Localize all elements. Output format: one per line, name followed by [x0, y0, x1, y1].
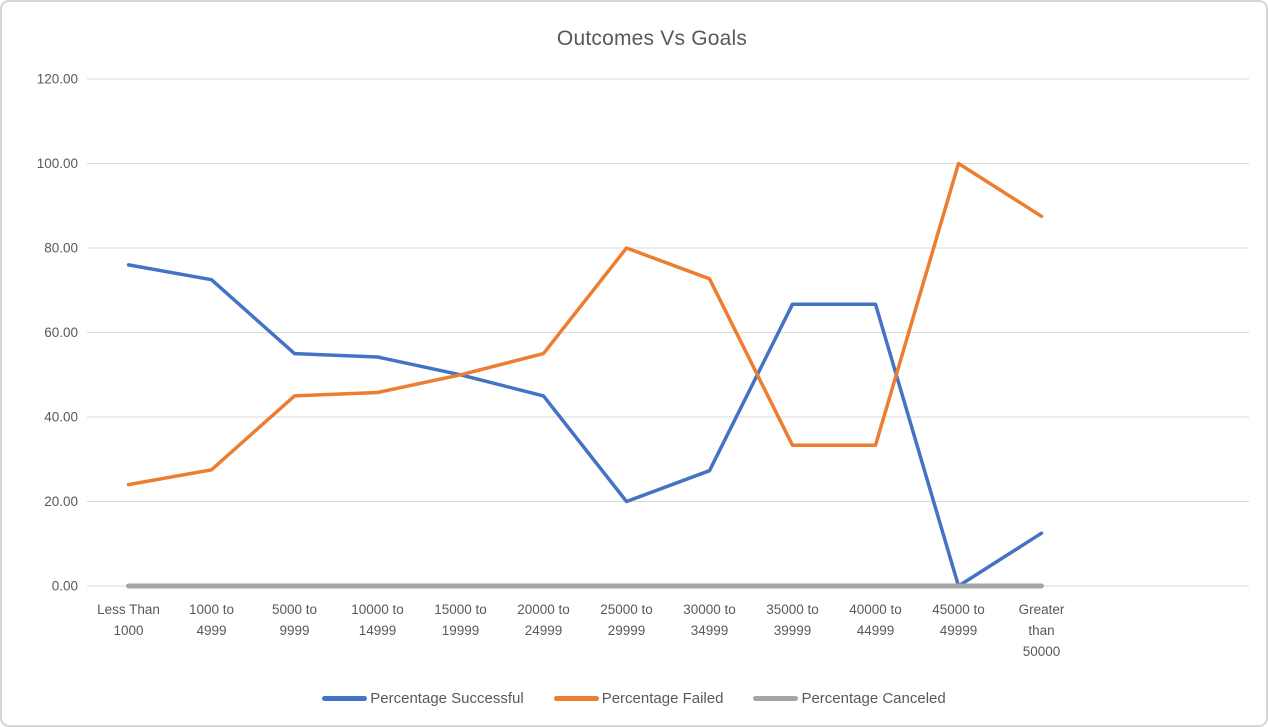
- legend-label: Percentage Successful: [370, 689, 524, 707]
- series-line-percentage-successful: [126, 263, 1044, 588]
- y-axis-tick-label: 80.00: [44, 241, 78, 256]
- x-axis-tick-label: 25000 to 29999: [600, 602, 653, 638]
- legend-swatch-percentage-canceled: [753, 695, 799, 701]
- x-axis-tick-label: 5000 to 9999: [272, 602, 317, 638]
- legend-swatch-percentage-failed: [553, 695, 599, 701]
- y-axis-tick-label: 60.00: [44, 325, 78, 340]
- x-axis-tick-label: 15000 to 19999: [434, 602, 487, 638]
- x-axis-tick-label: 20000 to 24999: [517, 602, 570, 638]
- y-axis-tick-label: 0.00: [52, 579, 78, 594]
- y-axis-tick-label: 20.00: [44, 494, 78, 509]
- x-axis-tick-label: Greater than 50000: [1019, 602, 1065, 659]
- chart-title: Outcomes Vs Goals: [556, 27, 748, 50]
- legend-swatch-percentage-successful: [322, 695, 368, 701]
- x-axis-tick-label: Less Than 1000: [97, 602, 160, 638]
- y-axis-tick-label: 120.00: [37, 72, 78, 87]
- legend: Percentage Successful Percentage Failed Pe…: [2, 685, 1266, 711]
- legend-item-percentage-successful: Percentage Successful: [322, 689, 524, 707]
- x-axis-tick-label: 1000 to 4999: [189, 602, 234, 638]
- x-axis-tick-label: 30000 to 34999: [683, 602, 736, 638]
- x-axis-tick-label: 40000 to 44999: [849, 602, 902, 638]
- legend-item-percentage-canceled: Percentage Canceled: [753, 689, 946, 707]
- y-axis-tick-label: 40.00: [44, 410, 78, 425]
- x-axis-tick-label: 45000 to 49999: [932, 602, 985, 638]
- x-axis-tick-label: 10000 to 14999: [351, 602, 404, 638]
- legend-label: Percentage Failed: [601, 689, 724, 707]
- legend-item-percentage-failed: Percentage Failed: [553, 689, 724, 707]
- legend-label: Percentage Canceled: [801, 689, 946, 707]
- y-axis-tick-label: 100.00: [37, 156, 78, 171]
- x-axis-tick-label: 35000 to 39999: [766, 602, 819, 638]
- series-line-percentage-failed: [126, 161, 1044, 487]
